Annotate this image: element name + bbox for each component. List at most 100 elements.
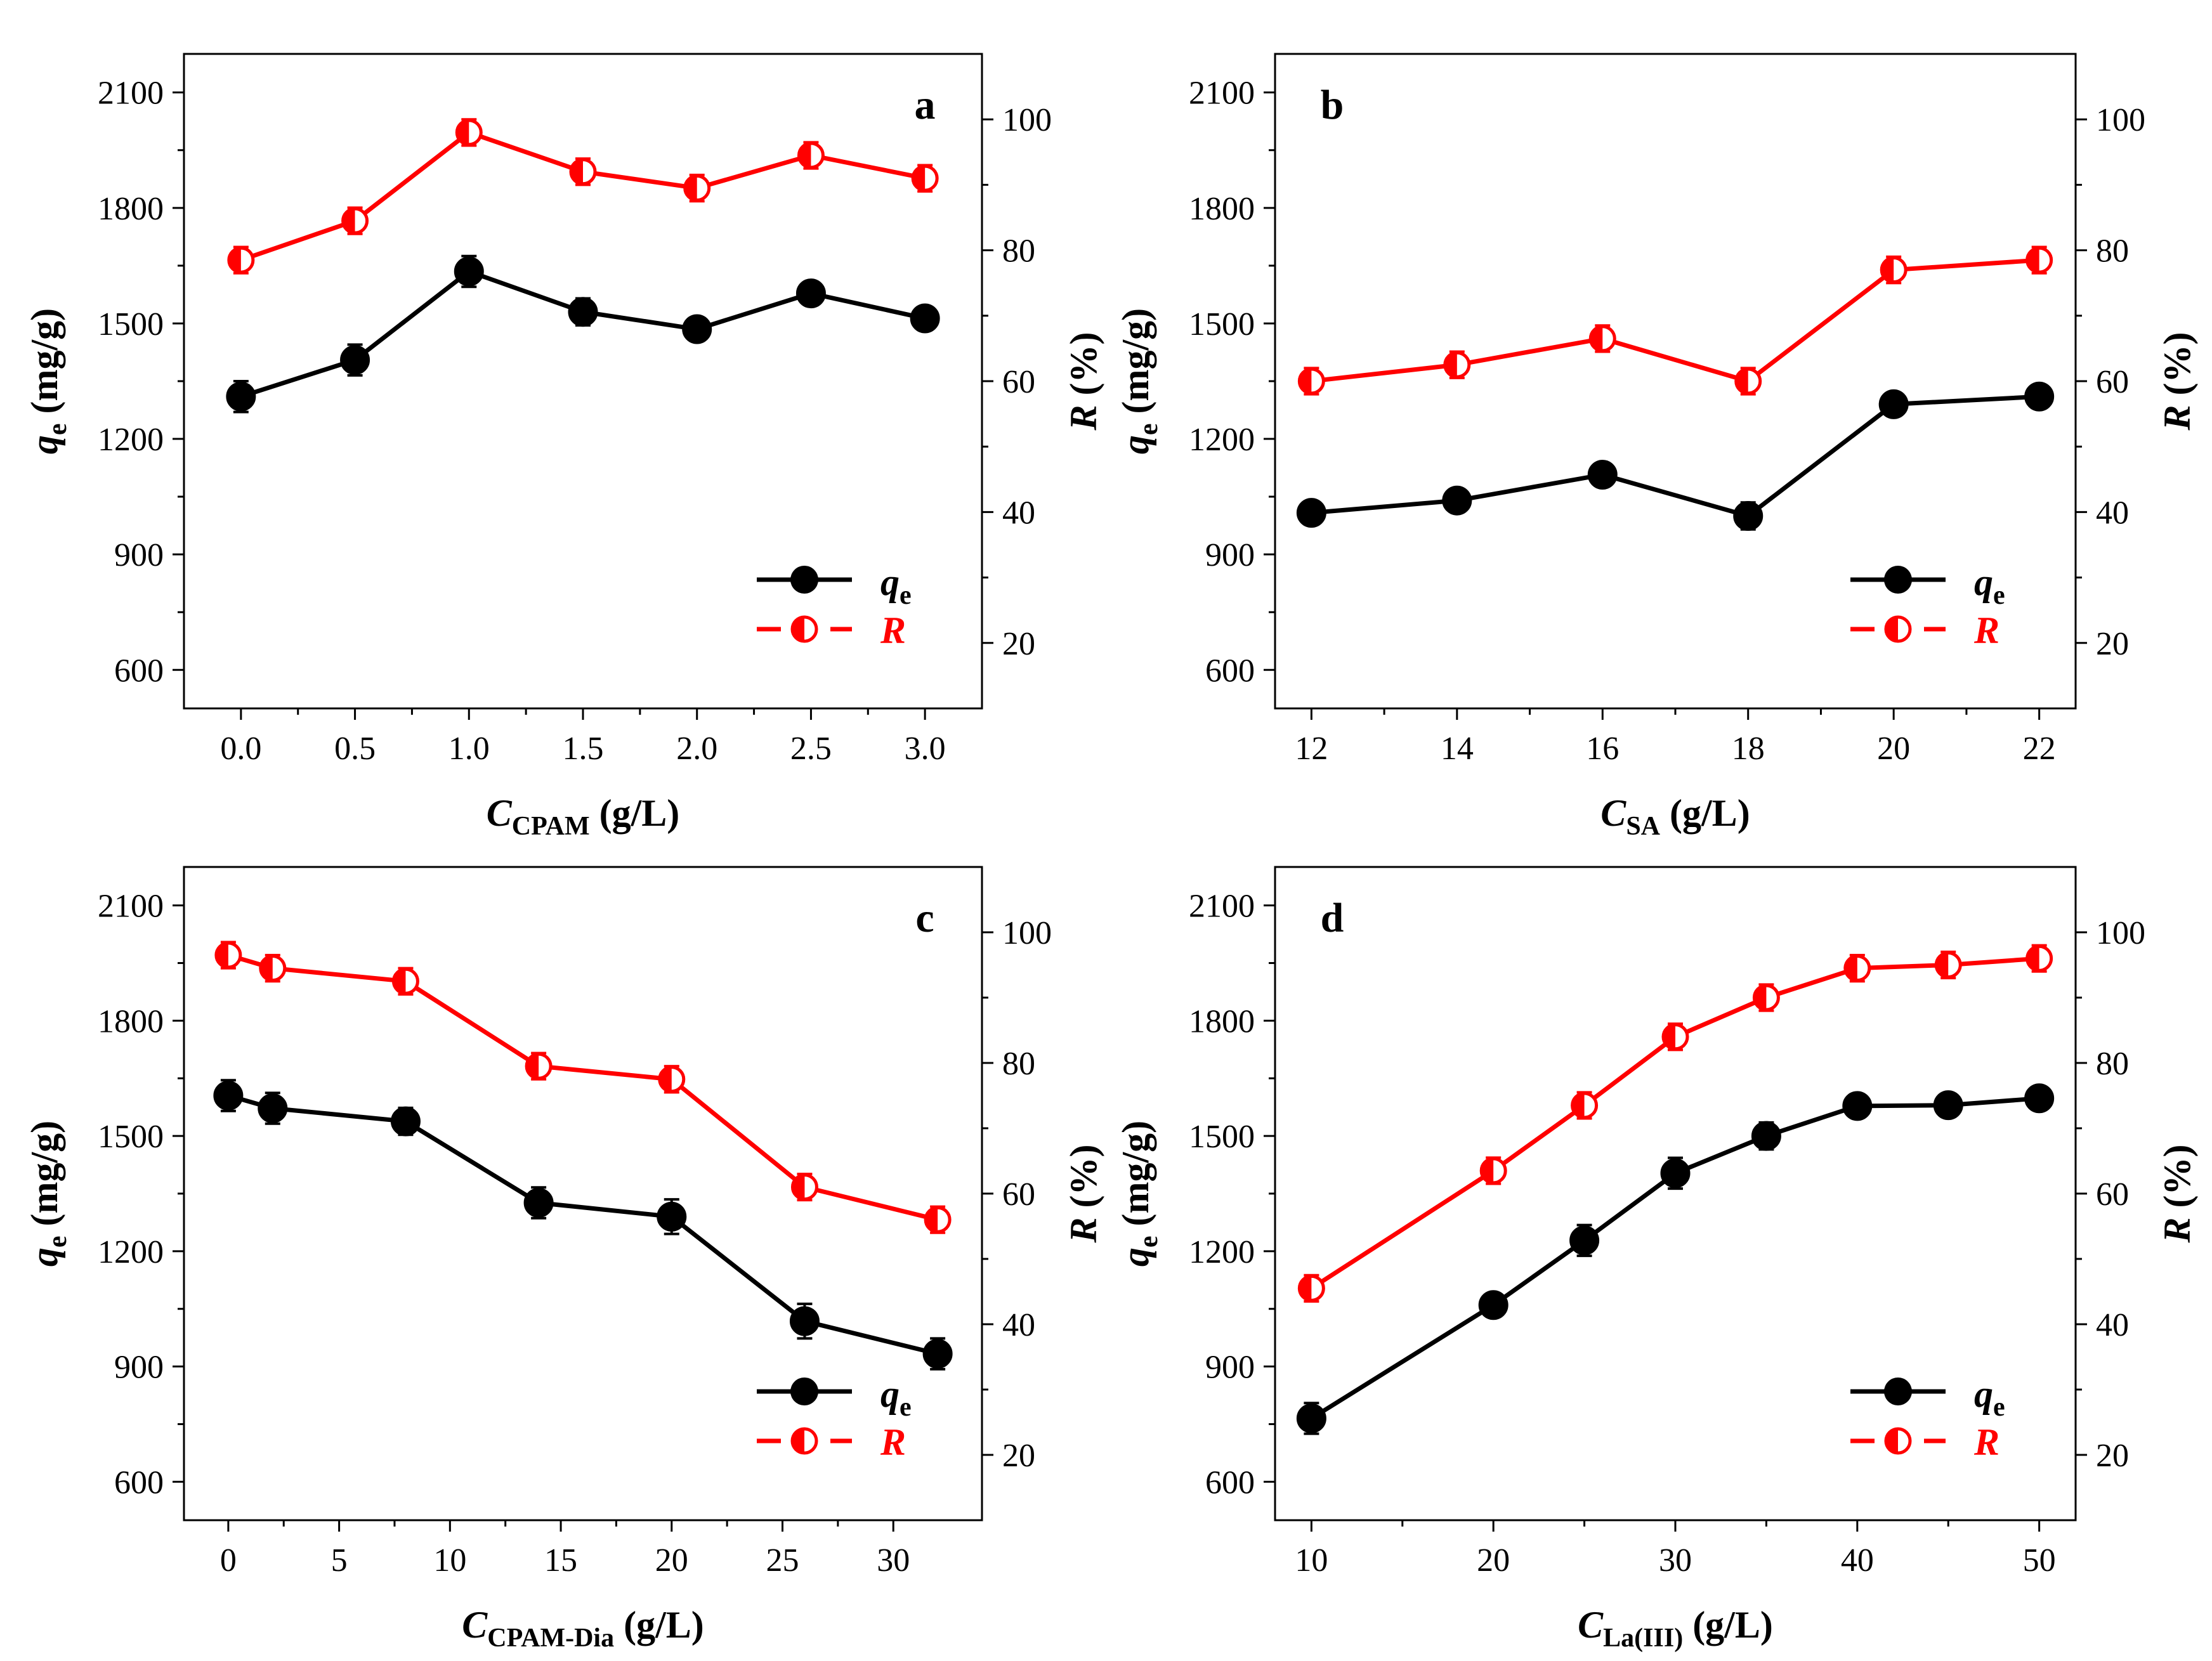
left-y-axis-label: qe (mg/g) <box>1115 1121 1163 1267</box>
data-point-qe <box>340 345 370 375</box>
left-tick-label: 900 <box>114 1350 164 1386</box>
data-point-qe <box>1442 485 1472 516</box>
panel-c: 0 5 10 15 20 25 30 600 900 1200 1500 1800 2100 20 40 60… <box>23 866 1104 1653</box>
left-tick-label: 1500 <box>1189 1119 1255 1155</box>
left-tick-label: 1800 <box>98 1003 164 1039</box>
right-tick-label: 40 <box>2096 495 2129 531</box>
legend-marker-qe <box>790 1378 818 1405</box>
series-line-qe <box>1310 1096 2039 1421</box>
x-tick-label: 10 <box>1295 1542 1328 1579</box>
legend-label-R: R <box>880 609 906 651</box>
legend-label-qe: qe <box>880 1373 912 1422</box>
right-y-axis: 20 40 60 80 100 <box>2076 102 2145 662</box>
data-point-qe <box>2024 1083 2055 1114</box>
left-y-axis: 600 900 1200 1500 1800 2100 <box>1189 889 1275 1501</box>
right-tick-label: 100 <box>1002 102 1052 138</box>
data-point-qe <box>1933 1090 1963 1121</box>
data-point-half-fill <box>913 166 926 191</box>
legend-label-R: R <box>1973 1421 1999 1463</box>
x-axis-label: CCPAM (g/L) <box>487 792 680 841</box>
legend-marker-qe <box>790 566 818 594</box>
x-tick-label: 12 <box>1295 731 1328 767</box>
panel-b: 12 14 16 18 20 22 600 900 1200 1500 1800 2100 20 40 60… <box>1115 53 2198 841</box>
data-point-half-fill <box>457 120 469 145</box>
right-tick-label: 40 <box>1002 495 1035 531</box>
left-y-axis: 600 900 1200 1500 1800 2100 <box>98 889 184 1501</box>
data-point-half-fill <box>1572 1093 1585 1117</box>
x-tick-label: 2.0 <box>676 731 717 767</box>
data-point-qe <box>226 381 256 412</box>
data-point-qe <box>568 297 598 327</box>
left-tick-label: 1800 <box>98 191 164 227</box>
right-tick-label: 20 <box>1002 1438 1035 1474</box>
legend-marker-qe <box>1884 566 1912 594</box>
data-point-qe <box>922 1339 953 1369</box>
left-tick-label: 2100 <box>98 75 164 112</box>
left-tick-label: 900 <box>114 537 164 573</box>
left-tick-label: 900 <box>1205 537 1255 573</box>
right-y-axis-label: R (%) <box>1063 1145 1104 1244</box>
series-qe <box>226 254 940 414</box>
legend: qeR <box>757 561 912 651</box>
legend-marker-R-half <box>792 617 804 641</box>
left-tick-label: 1200 <box>98 1234 164 1270</box>
data-point-half-fill <box>1882 257 1894 282</box>
x-tick-label: 18 <box>1732 731 1765 767</box>
left-y-axis-label: qe (mg/g) <box>23 308 72 454</box>
right-tick-label: 100 <box>2096 102 2145 138</box>
left-tick-label: 1200 <box>1189 1234 1255 1270</box>
x-tick-label: 22 <box>2023 731 2056 767</box>
x-axis: 0 5 10 15 20 25 30 <box>220 1520 910 1579</box>
series-qe <box>1296 381 2055 531</box>
data-point-qe <box>523 1188 554 1218</box>
x-tick-label: 20 <box>1477 1542 1510 1579</box>
right-tick-label: 80 <box>2096 233 2129 270</box>
data-point-qe <box>1751 1121 1781 1151</box>
panel-letter: d <box>1321 895 1344 941</box>
panel-d: 10 20 30 40 50 600 900 1200 1500 1800 2100 20 40 60 80… <box>1115 866 2198 1653</box>
x-tick-label: 40 <box>1841 1542 1874 1579</box>
data-point-half-fill <box>2027 946 2039 971</box>
data-point-half-fill <box>684 176 697 200</box>
data-point-qe <box>1842 1091 1873 1121</box>
x-tick-label: 30 <box>877 1542 910 1579</box>
right-y-axis: 20 40 60 80 100 <box>982 915 1052 1474</box>
legend-marker-R-half <box>1886 617 1898 641</box>
data-point-qe <box>258 1093 288 1123</box>
legend-label-R: R <box>880 1421 906 1463</box>
x-tick-label: 2.5 <box>790 731 832 767</box>
x-axis: 0.0 0.5 1.0 1.5 2.0 2.5 3.0 <box>220 708 946 767</box>
data-point-half-fill <box>1299 1276 1312 1301</box>
panel-a: 0.0 0.5 1.0 1.5 2.0 2.5 3.0 600 900 1200 1500 1800 2… <box>23 53 1104 841</box>
right-tick-label: 100 <box>1002 915 1052 951</box>
x-axis: 10 20 30 40 50 <box>1295 1520 2056 1579</box>
x-axis-label: CLa(III) (g/L) <box>1578 1604 1773 1653</box>
left-tick-label: 1500 <box>98 306 164 342</box>
x-tick-label: 15 <box>544 1542 577 1579</box>
legend-marker-R-half <box>1886 1429 1898 1453</box>
data-point-qe <box>213 1081 244 1111</box>
series-qe <box>213 1079 953 1371</box>
data-point-half-fill <box>799 143 811 167</box>
series-R <box>214 941 952 1234</box>
x-tick-label: 20 <box>1877 731 1910 767</box>
x-tick-label: 0.5 <box>334 731 376 767</box>
right-tick-label: 20 <box>1002 626 1035 662</box>
data-point-qe <box>2024 381 2055 412</box>
legend: qeR <box>757 1373 912 1463</box>
left-y-axis-label: qe (mg/g) <box>23 1121 72 1267</box>
data-point-qe <box>657 1201 687 1232</box>
left-tick-label: 600 <box>1205 653 1255 689</box>
data-point-half-fill <box>216 943 228 968</box>
data-point-qe <box>1733 500 1764 531</box>
left-tick-label: 2100 <box>98 889 164 925</box>
plot-frame <box>183 866 983 1521</box>
plot-frame <box>183 53 983 710</box>
right-y-axis: 20 40 60 80 100 <box>2076 915 2145 1474</box>
right-y-axis-label: R (%) <box>1063 332 1104 431</box>
data-point-qe <box>1660 1158 1691 1189</box>
x-tick-label: 1.5 <box>563 731 604 767</box>
data-point-half-fill <box>1299 369 1312 393</box>
right-tick-label: 60 <box>2096 364 2129 400</box>
